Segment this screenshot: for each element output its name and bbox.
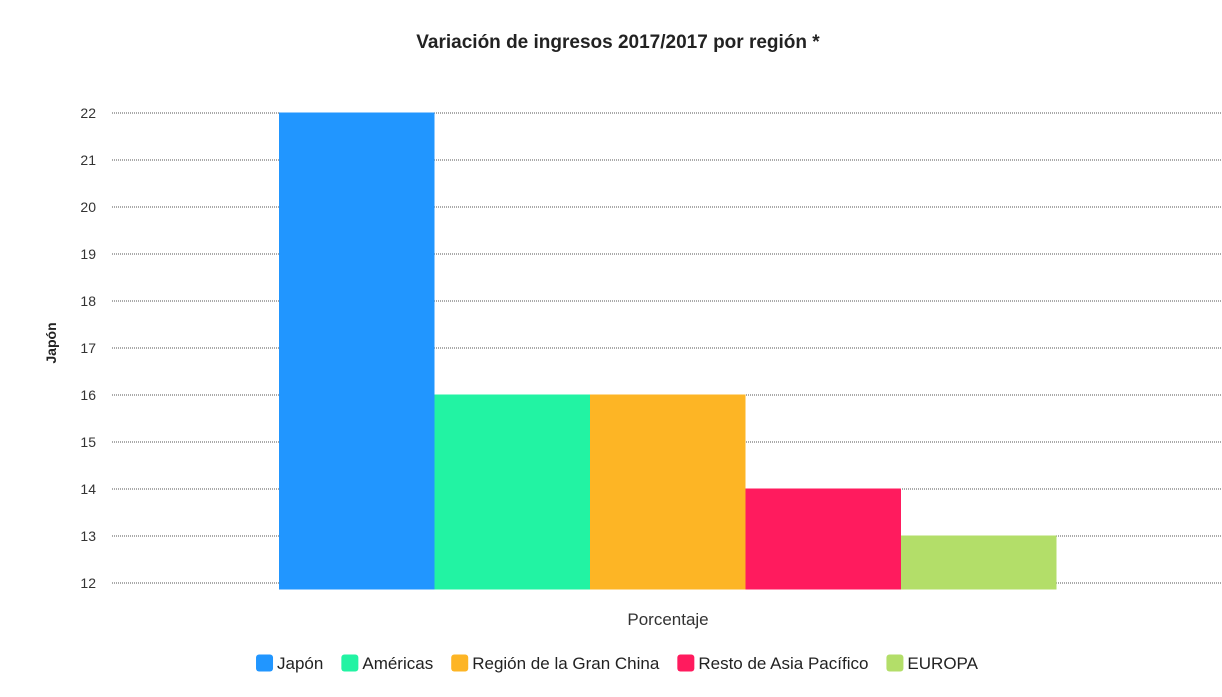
legend-item[interactable]: Américas (341, 654, 433, 673)
legend-swatch (256, 654, 274, 672)
x-axis-title: Porcentaje (627, 610, 708, 629)
legend-label: Japón (277, 654, 323, 673)
y-tick-label: 15 (80, 434, 96, 450)
chart-title: Variación de ingresos 2017/2017 por regi… (416, 32, 820, 53)
y-tick-label: 20 (80, 199, 96, 215)
y-axis-ticks: 12 13 14 15 16 17 18 19 20 21 22 (80, 105, 96, 591)
y-tick-label: 22 (80, 105, 96, 121)
y-tick-label: 17 (80, 340, 96, 356)
bar-región-de-la-gran-china[interactable] (590, 394, 746, 590)
legend-label: Américas (362, 654, 433, 673)
bar-américas[interactable] (434, 394, 590, 590)
bar-europa[interactable] (901, 535, 1057, 590)
y-tick-label: 19 (80, 246, 96, 262)
legend-item[interactable]: Región de la Gran China (451, 654, 660, 673)
y-tick-label: 16 (80, 387, 96, 403)
legend-item[interactable]: Resto de Asia Pacífico (677, 654, 868, 673)
legend-label: EUROPA (907, 654, 978, 673)
legend: Japón Américas Región de la Gran China Rest… (256, 654, 979, 673)
legend-swatch (451, 654, 469, 672)
y-tick-label: 14 (80, 481, 96, 497)
bar-japón[interactable] (279, 112, 435, 590)
bar-resto-de-asia-pacífico[interactable] (745, 488, 901, 590)
y-tick-label: 21 (80, 152, 96, 168)
y-tick-label: 18 (80, 293, 96, 309)
legend-item[interactable]: EUROPA (886, 654, 979, 673)
legend-swatch (886, 654, 904, 672)
legend-swatch (341, 654, 359, 672)
legend-swatch (677, 654, 695, 672)
legend-label: Región de la Gran China (472, 654, 660, 673)
y-tick-label: 12 (80, 575, 96, 591)
y-tick-label: 13 (80, 528, 96, 544)
y-axis-title: Japón (43, 322, 59, 363)
legend-item[interactable]: Japón (256, 654, 323, 673)
legend-label: Resto de Asia Pacífico (698, 654, 868, 673)
bars (279, 112, 1057, 590)
